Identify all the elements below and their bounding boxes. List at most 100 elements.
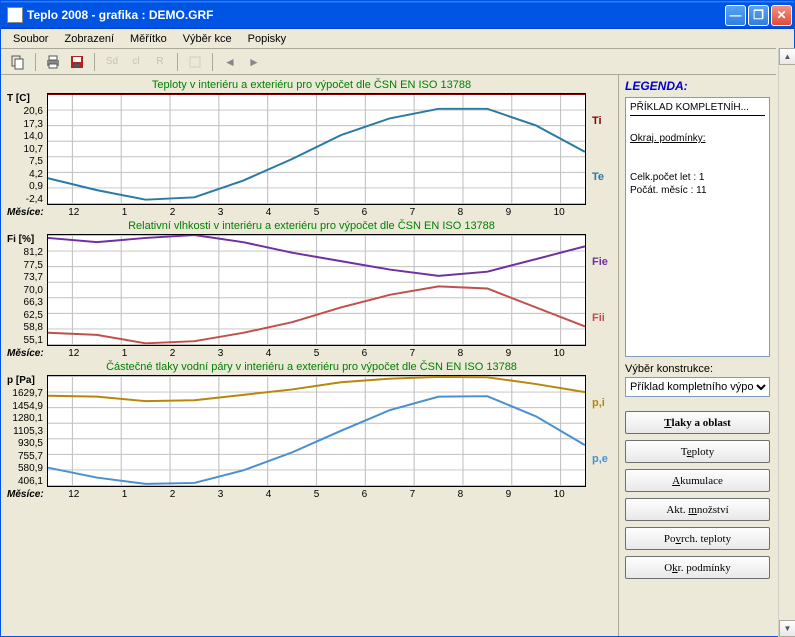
x-tick: 3 — [218, 348, 224, 359]
x-tick: 6 — [362, 207, 368, 218]
content-area: Teploty v interiéru a exteriéru pro výpo… — [1, 75, 794, 636]
legend-line — [630, 120, 765, 131]
side-btn-akumulace[interactable]: Akumulace — [625, 469, 770, 492]
x-tick: 1 — [122, 348, 128, 359]
y-axis-label: p [Pa] — [7, 375, 47, 386]
chart-title: Relativní vlhkosti v interiéru a exterié… — [7, 220, 616, 232]
y-tick: 0,9 — [7, 181, 43, 192]
series-label-Te: Te — [592, 171, 616, 183]
legend-line: Celk.počet let : 1 — [630, 172, 765, 183]
save-button[interactable] — [66, 51, 88, 73]
y-tick: 930,5 — [7, 438, 43, 449]
x-tick: 10 — [554, 348, 565, 359]
legend-line — [630, 159, 765, 170]
copy-button[interactable] — [7, 51, 29, 73]
y-tick: 1454,9 — [7, 401, 43, 412]
x-tick: 5 — [314, 489, 320, 500]
menu-měřítko[interactable]: Měřítko — [122, 31, 175, 47]
side-btn-teploty[interactable]: Teploty — [625, 440, 770, 463]
prev-button[interactable]: ◄ — [219, 51, 241, 73]
menubar: SouborZobrazeníMěřítkoVýběr kcePopisky — [1, 29, 776, 49]
plot-area — [47, 93, 586, 205]
cl-button[interactable]: cl — [125, 51, 147, 73]
side-btn-okrpodmnky[interactable]: Okr. podmínky — [625, 556, 770, 579]
series-label-p,e: p,e — [592, 453, 616, 465]
titlebar[interactable]: Teplo 2008 - grafika : DEMO.GRF — ❐ ✕ — [1, 1, 794, 29]
minimize-button[interactable]: — — [725, 5, 746, 26]
chart-1: Relativní vlhkosti v interiéru a exterié… — [7, 220, 616, 359]
chart-0: Teploty v interiéru a exteriéru pro výpo… — [7, 79, 616, 218]
x-axis-label: Měsíce: — [7, 348, 47, 359]
y-axis-label: Fi [%] — [7, 234, 47, 245]
print-button[interactable] — [42, 51, 64, 73]
y-tick: 70,0 — [7, 285, 43, 296]
legend-title: LEGENDA: — [625, 79, 770, 93]
side-btn-povrchteploty[interactable]: Povrch. teploty — [625, 527, 770, 550]
x-tick: 4 — [266, 348, 272, 359]
scroll-up-button[interactable]: ▲ — [779, 48, 795, 65]
construction-select[interactable]: Příklad kompletního výpo — [625, 377, 770, 397]
x-tick: 3 — [218, 207, 224, 218]
x-tick: 12 — [68, 207, 79, 218]
window-title: Teplo 2008 - grafika : DEMO.GRF — [27, 8, 725, 22]
r-button[interactable]: R — [149, 51, 171, 73]
y-tick: 10,7 — [7, 144, 43, 155]
series-label-Fii: Fii — [592, 312, 616, 324]
x-axis-label: Měsíce: — [7, 489, 47, 500]
plot-area — [47, 375, 586, 487]
menu-zobrazení[interactable]: Zobrazení — [56, 31, 122, 47]
y-tick: 73,7 — [7, 272, 43, 283]
extra-button[interactable] — [184, 51, 206, 73]
series-label-p,i: p,i — [592, 397, 616, 409]
x-tick: 12 — [68, 489, 79, 500]
x-axis-label: Měsíce: — [7, 207, 47, 218]
app-icon — [7, 7, 23, 23]
x-tick: 6 — [362, 348, 368, 359]
construction-select-label: Výběr konstrukce: — [625, 363, 770, 375]
next-button[interactable]: ► — [243, 51, 265, 73]
x-tick: 2 — [170, 207, 176, 218]
x-tick: 3 — [218, 489, 224, 500]
x-tick: 12 — [68, 348, 79, 359]
sidebar: LEGENDA: PŘÍKLAD KOMPLETNÍH... Okraj. po… — [618, 75, 776, 636]
x-tick: 4 — [266, 207, 272, 218]
x-tick: 8 — [458, 207, 464, 218]
menu-soubor[interactable]: Soubor — [5, 31, 56, 47]
y-tick: 55,1 — [7, 335, 43, 346]
legend-box: PŘÍKLAD KOMPLETNÍH... Okraj. podmínky: C… — [625, 97, 770, 357]
y-tick: 1280,1 — [7, 413, 43, 424]
menu-výběr kce[interactable]: Výběr kce — [175, 31, 240, 47]
x-tick: 5 — [314, 348, 320, 359]
chart-2: Částečné tlaky vodní páry v interiéru a … — [7, 361, 616, 500]
y-tick: 58,8 — [7, 322, 43, 333]
y-tick: -2,4 — [7, 194, 43, 205]
scroll-down-button[interactable]: ▼ — [779, 620, 795, 637]
y-tick: 4,2 — [7, 169, 43, 180]
menu-popisky[interactable]: Popisky — [240, 31, 295, 47]
legend-line — [630, 146, 765, 157]
y-tick: 755,7 — [7, 451, 43, 462]
y-tick: 17,3 — [7, 119, 43, 130]
x-tick: 9 — [506, 489, 512, 500]
y-tick: 62,5 — [7, 310, 43, 321]
plot-area — [47, 234, 586, 346]
x-tick: 10 — [554, 207, 565, 218]
vertical-scrollbar[interactable]: ▲ ▼ — [778, 48, 795, 637]
x-tick: 4 — [266, 489, 272, 500]
sd-button[interactable]: Sd — [101, 51, 123, 73]
close-button[interactable]: ✕ — [771, 5, 792, 26]
chart-title: Teploty v interiéru a exteriéru pro výpo… — [7, 79, 616, 91]
y-tick: 7,5 — [7, 156, 43, 167]
x-tick: 9 — [506, 348, 512, 359]
x-tick: 7 — [410, 207, 416, 218]
x-tick: 8 — [458, 489, 464, 500]
legend-line: Okraj. podmínky: — [630, 133, 765, 144]
legend-line: PŘÍKLAD KOMPLETNÍH... — [630, 102, 765, 116]
maximize-button[interactable]: ❐ — [748, 5, 769, 26]
side-btn-tlakyaoblast[interactable]: Tlaky a oblast — [625, 411, 770, 434]
y-tick: 406,1 — [7, 476, 43, 487]
y-tick: 81,2 — [7, 247, 43, 258]
x-tick: 10 — [554, 489, 565, 500]
side-btn-aktmnostv[interactable]: Akt. množství — [625, 498, 770, 521]
x-tick: 7 — [410, 489, 416, 500]
